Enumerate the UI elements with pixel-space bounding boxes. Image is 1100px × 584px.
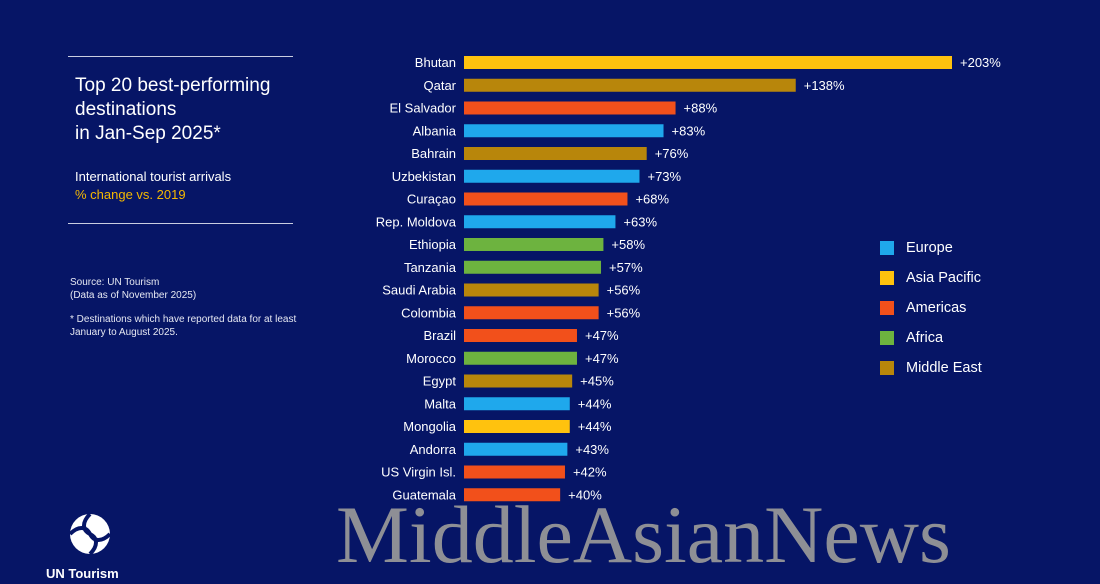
category-label: Tanzania xyxy=(404,260,457,275)
bar xyxy=(464,374,573,388)
value-label: +42% xyxy=(573,465,607,480)
category-label: Egypt xyxy=(423,374,457,389)
value-label: +56% xyxy=(607,305,641,320)
legend-item: Africa xyxy=(880,323,982,353)
chart-legend: Europe Asia Pacific Americas Africa Middle E… xyxy=(880,233,982,383)
value-label: +47% xyxy=(585,328,619,343)
value-label: +76% xyxy=(655,146,689,161)
legend-swatch xyxy=(880,241,894,255)
legend-swatch xyxy=(880,301,894,315)
source-note: Source: UN Tourism (Data as of November … xyxy=(70,276,310,302)
category-label: Bhutan xyxy=(415,55,456,70)
bar xyxy=(464,329,577,342)
legend-item: Americas xyxy=(880,293,982,323)
panel-top-rule xyxy=(68,56,293,57)
value-label: +138% xyxy=(804,78,845,93)
value-label: +88% xyxy=(684,101,718,116)
category-label: Uzbekistan xyxy=(392,169,456,184)
category-label: Saudi Arabia xyxy=(382,283,456,298)
bar xyxy=(464,215,616,229)
bar xyxy=(464,306,599,320)
bar xyxy=(464,397,570,411)
category-label: Brazil xyxy=(423,328,456,343)
category-label: Morocco xyxy=(406,351,456,366)
value-label: +44% xyxy=(578,419,612,434)
bar xyxy=(464,442,568,456)
category-label: Curaçao xyxy=(407,192,456,207)
value-label: +68% xyxy=(635,192,669,207)
legend-label: Africa xyxy=(906,330,944,346)
source-line-1: Source: UN Tourism xyxy=(70,277,160,288)
value-label: +58% xyxy=(611,237,645,252)
bar xyxy=(464,488,561,502)
category-label: Qatar xyxy=(423,78,456,93)
value-label: +45% xyxy=(580,374,614,389)
bar xyxy=(464,192,628,206)
legend-swatch xyxy=(880,331,894,345)
value-label: +83% xyxy=(672,123,706,138)
legend-item: Europe xyxy=(880,233,982,263)
bar xyxy=(464,124,664,138)
category-label: Bahrain xyxy=(411,146,456,161)
logo-text: UN Tourism xyxy=(46,566,119,581)
footnote: * Destinations which have reported data … xyxy=(70,314,297,338)
legend-label: Europe xyxy=(906,240,953,256)
category-label: Guatemala xyxy=(392,487,456,502)
value-label: +203% xyxy=(960,55,1001,70)
un-tourism-globe-icon xyxy=(68,512,112,556)
category-label: Mongolia xyxy=(403,419,457,434)
chart-subtitle: International tourist arrivals xyxy=(75,169,232,184)
bar xyxy=(464,420,570,433)
chart-title: Top 20 best-performing destinations in J… xyxy=(75,75,271,144)
value-label: +40% xyxy=(568,487,602,502)
chart-subtitle-highlight: % change vs. 2019 xyxy=(75,187,186,202)
bar xyxy=(464,465,565,479)
panel-bottom-rule xyxy=(68,223,293,224)
bar xyxy=(464,147,647,160)
category-label: Colombia xyxy=(401,305,457,320)
legend-swatch xyxy=(880,271,894,285)
bar xyxy=(464,56,952,69)
value-label: +57% xyxy=(609,260,643,275)
legend-item: Middle East xyxy=(880,353,982,383)
category-label: Ethiopia xyxy=(409,237,457,252)
category-label: Albania xyxy=(413,123,457,138)
value-label: +56% xyxy=(607,283,641,298)
bar xyxy=(464,101,676,115)
legend-item: Asia Pacific xyxy=(880,263,982,293)
legend-label: Middle East xyxy=(906,360,982,376)
legend-swatch xyxy=(880,361,894,375)
category-label: Andorra xyxy=(410,442,457,457)
source-line-2: (Data as of November 2025) xyxy=(70,290,197,301)
value-label: +73% xyxy=(647,169,681,184)
value-label: +44% xyxy=(578,396,612,411)
value-label: +47% xyxy=(585,351,619,366)
bar xyxy=(464,238,604,251)
value-label: +63% xyxy=(623,214,657,229)
watermark: MiddleAsianNews xyxy=(336,489,951,580)
bar xyxy=(464,283,599,297)
category-label: El Salvador xyxy=(390,101,457,116)
legend-label: Asia Pacific xyxy=(906,270,981,286)
value-label: +43% xyxy=(575,442,609,457)
bar xyxy=(464,351,577,365)
category-label: Malta xyxy=(424,396,457,411)
bar xyxy=(464,78,796,92)
bar xyxy=(464,260,602,274)
bar xyxy=(464,169,640,183)
category-label: Rep. Moldova xyxy=(376,214,457,229)
category-label: US Virgin Isl. xyxy=(381,465,456,480)
legend-label: Americas xyxy=(906,300,967,316)
